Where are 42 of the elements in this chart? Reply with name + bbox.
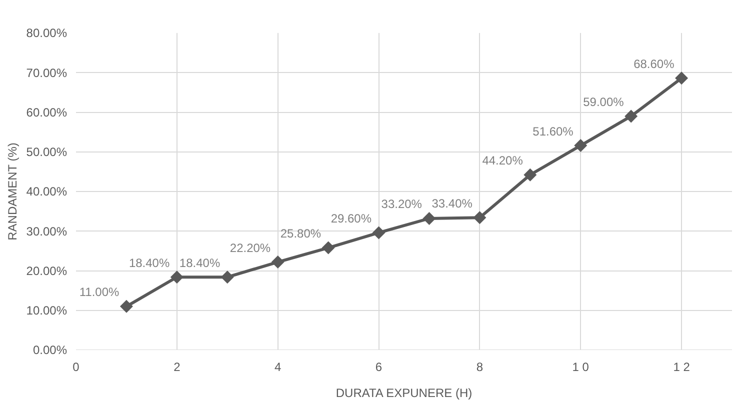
x-tick-label: 2 bbox=[174, 360, 181, 374]
point bbox=[271, 256, 284, 269]
x-tick-label: 8 bbox=[476, 360, 484, 374]
data-label: 11.00% bbox=[79, 285, 120, 300]
data-label: 59.00% bbox=[583, 94, 624, 109]
data-label: 33.40% bbox=[432, 196, 473, 210]
x-axis-title: DURATA EXPUNERE (H) bbox=[336, 386, 472, 400]
y-tick-label: 70.00% bbox=[26, 66, 68, 80]
x-tick-label: 6 bbox=[375, 360, 382, 374]
point bbox=[322, 241, 335, 254]
data-label: 18.40% bbox=[179, 256, 220, 270]
data-label: 44.20% bbox=[482, 154, 524, 168]
x-tick-label: 1 0 bbox=[572, 360, 590, 374]
x-tick-label: 4 bbox=[274, 360, 282, 374]
y-tick-label: 0.00% bbox=[32, 343, 68, 358]
point bbox=[473, 211, 486, 224]
data-label: 29.60% bbox=[330, 211, 372, 226]
data-label: 51.60% bbox=[532, 124, 574, 138]
y-tick-label: 80.00% bbox=[26, 26, 68, 40]
point bbox=[220, 270, 234, 284]
x-tick-label: 0 bbox=[72, 360, 80, 374]
data-label: 33.20% bbox=[381, 197, 422, 212]
y-axis-title: RANDAMENT (%) bbox=[6, 142, 20, 240]
data-label: 25.80% bbox=[280, 226, 322, 241]
y-tick-label: 50.00% bbox=[26, 145, 68, 160]
data-label: 18.40% bbox=[128, 256, 170, 270]
point bbox=[624, 110, 638, 123]
point bbox=[372, 226, 386, 240]
point bbox=[524, 168, 537, 182]
point bbox=[422, 212, 436, 225]
y-tick-label: 20.00% bbox=[26, 264, 68, 278]
y-tick-label: 40.00% bbox=[26, 184, 68, 199]
y-tick-label: 30.00% bbox=[26, 224, 68, 238]
data-label: 22.20% bbox=[230, 240, 271, 255]
y-tick-label: 60.00% bbox=[26, 105, 68, 120]
data-label: 68.60% bbox=[634, 56, 675, 71]
point bbox=[170, 270, 184, 284]
y-tick-label: 10.00% bbox=[26, 304, 68, 318]
x-tick-label: 1 2 bbox=[673, 360, 690, 374]
point bbox=[574, 139, 588, 152]
point bbox=[675, 72, 688, 85]
point bbox=[120, 300, 133, 313]
